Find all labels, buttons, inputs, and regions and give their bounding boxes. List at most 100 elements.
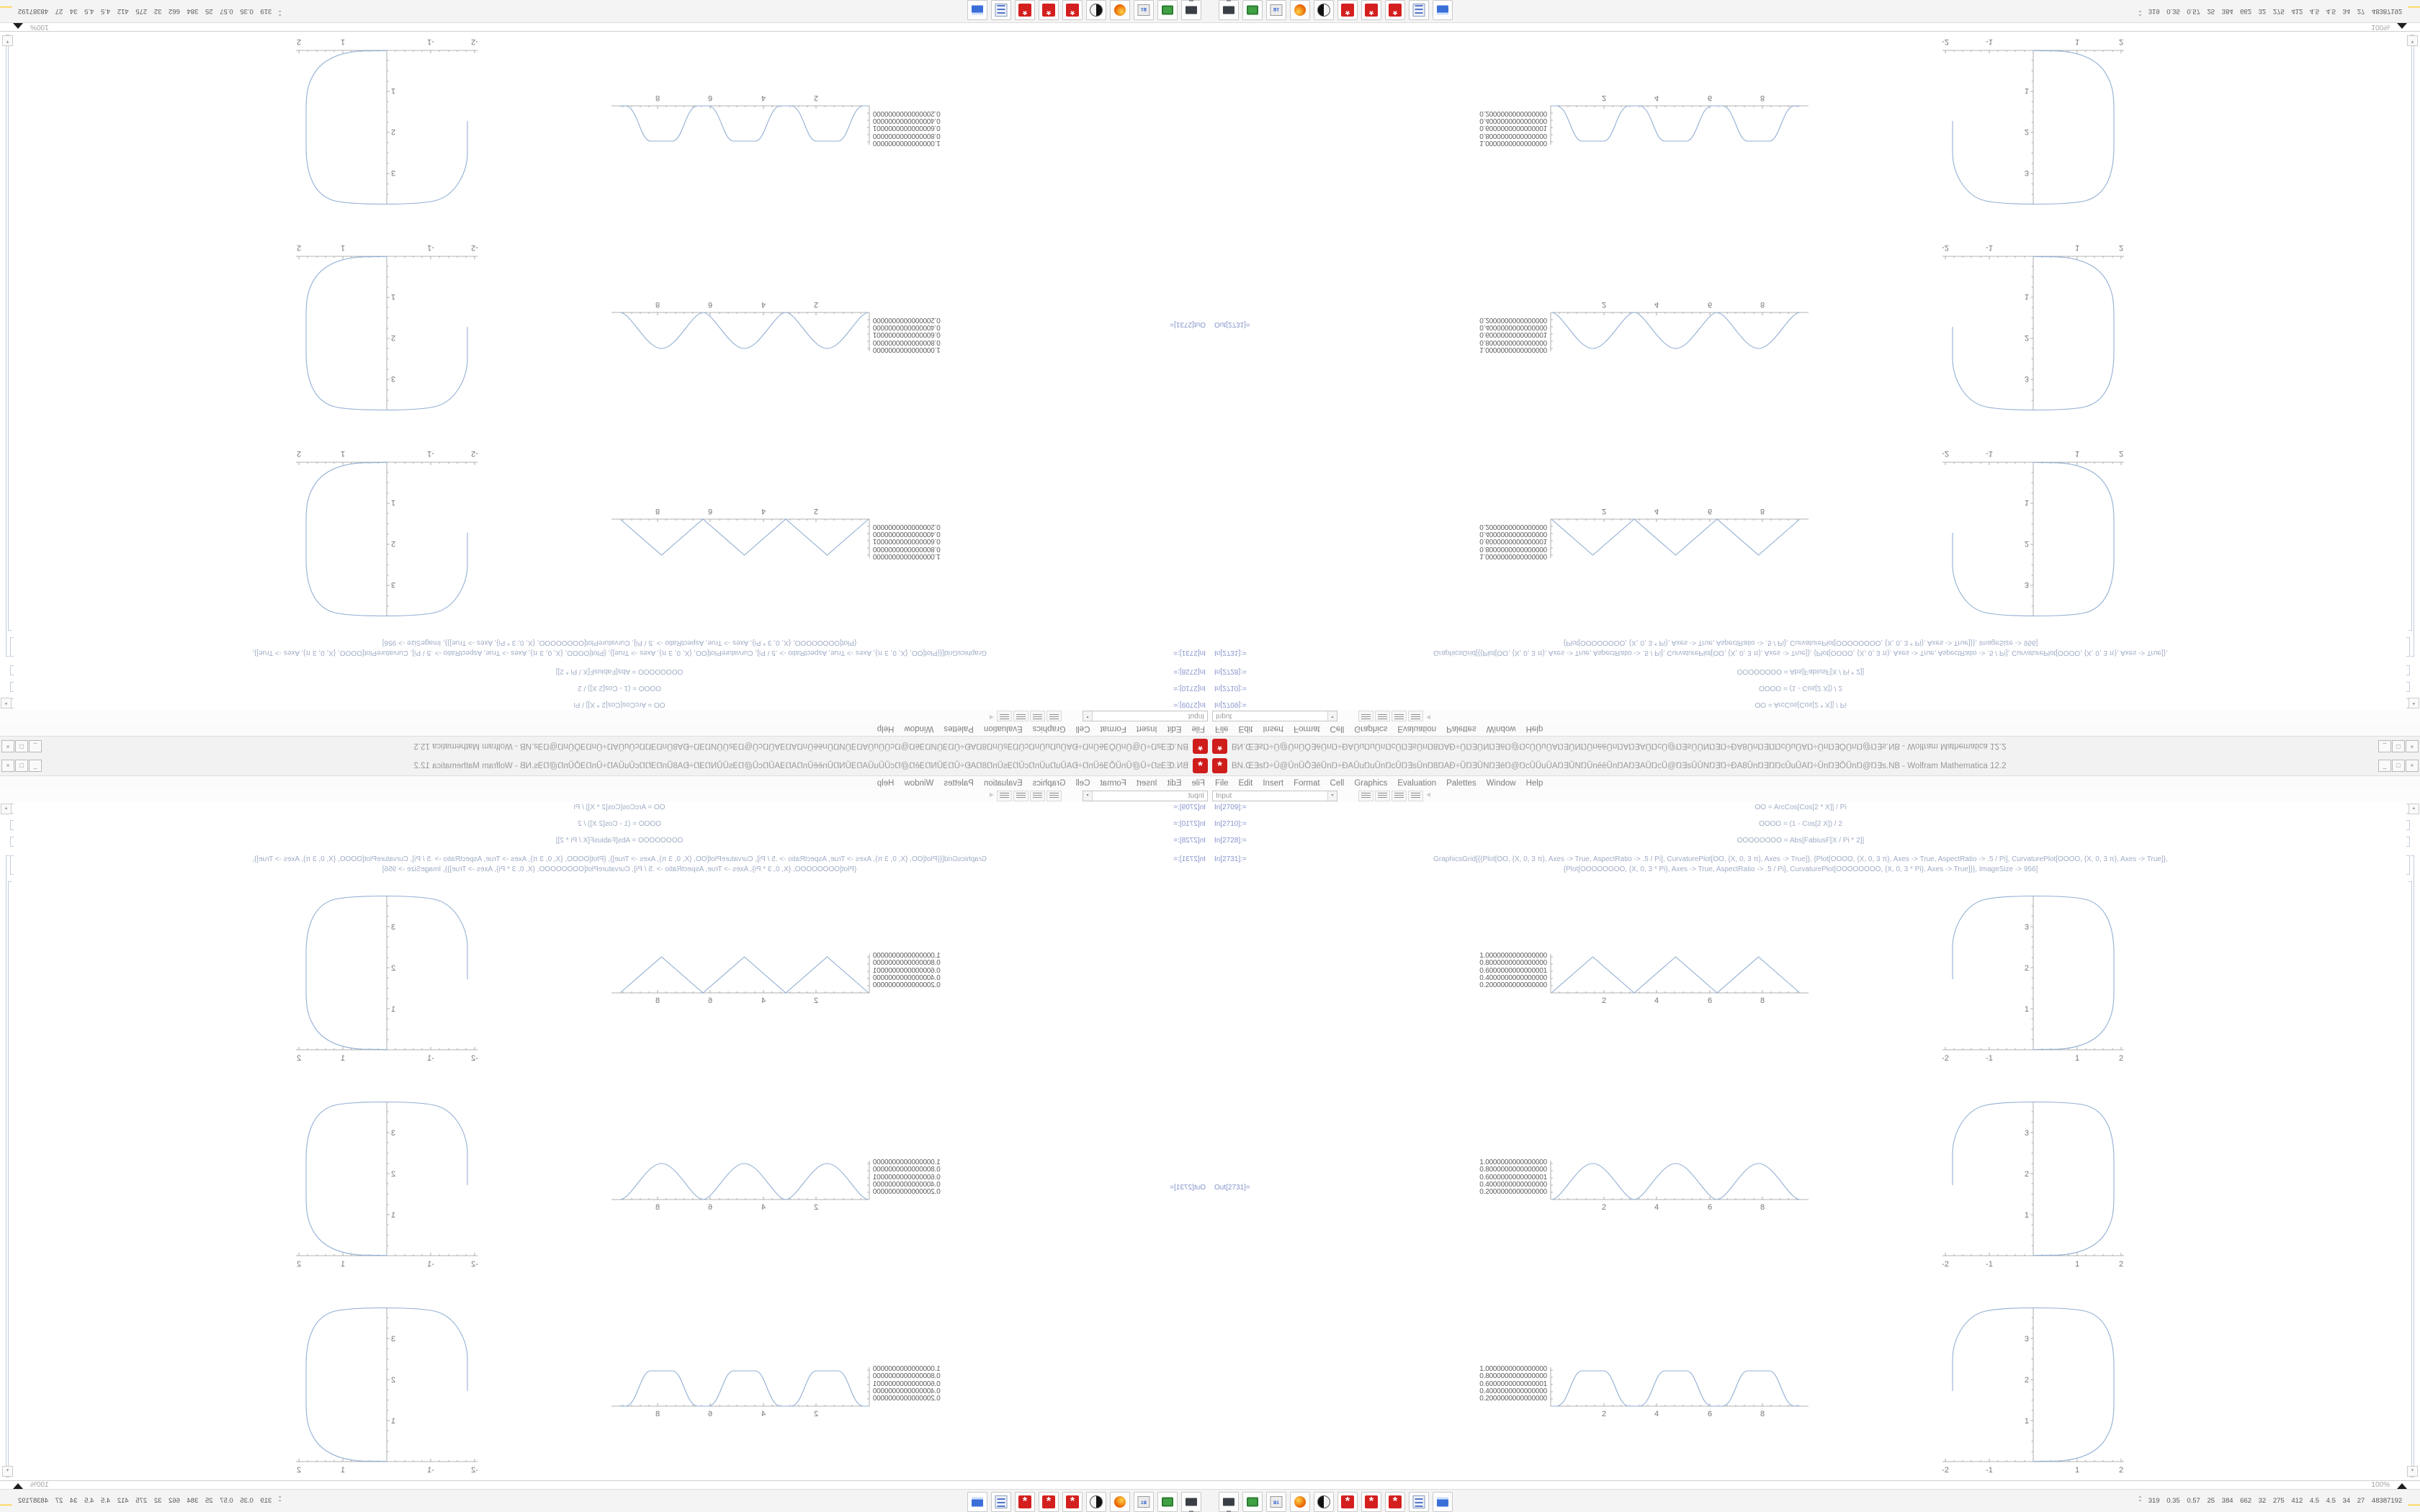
menu-help[interactable]: Help bbox=[1525, 779, 1543, 788]
justify-left-button[interactable] bbox=[1047, 711, 1062, 721]
chevron-up-icon[interactable]: ⌃ ⌃ bbox=[277, 6, 282, 17]
taskbar-calculator-icon[interactable] bbox=[991, 0, 1011, 20]
justify-left-button[interactable] bbox=[1358, 711, 1373, 721]
taskbar-gimp-icon[interactable] bbox=[1086, 0, 1106, 20]
input-cell-2731-line1[interactable]: GraphicsGrid[{{Plot[OO, {X, 0, 3 π}, Axe… bbox=[252, 855, 987, 863]
input-cell-2710[interactable]: OOOO = (1 - Cos[2 X]) / 2 bbox=[1759, 820, 1842, 828]
minimize-button[interactable]: _ bbox=[2378, 740, 2391, 752]
menu-file[interactable]: File bbox=[1215, 779, 1229, 788]
menu-window[interactable]: Window bbox=[904, 724, 934, 733]
input-cell-2731-line2[interactable]: {Plot[OOOOOOOO, {X, 0, 3 * Pi}, Axes -> … bbox=[1563, 865, 2038, 873]
menu-palettes[interactable]: Palettes bbox=[944, 779, 974, 788]
resize-grip-icon[interactable] bbox=[13, 1483, 23, 1489]
taskbar-mathematica-icon-2[interactable]: * bbox=[1361, 0, 1381, 20]
scroll-up-icon[interactable]: ▴ bbox=[1, 698, 12, 708]
input-cell-2731-line1[interactable]: GraphicsGrid[{{Plot[OO, {X, 0, 3 π}, Axe… bbox=[1433, 855, 2168, 863]
taskbar-mathematica-icon-3[interactable]: * bbox=[1015, 0, 1035, 20]
resize-grip-icon[interactable] bbox=[2397, 23, 2407, 29]
menu-cell[interactable]: Cell bbox=[1075, 779, 1090, 788]
close-button[interactable]: × bbox=[2406, 740, 2419, 752]
justify-center-button[interactable] bbox=[1030, 791, 1045, 801]
taskbar-calculator-icon[interactable] bbox=[1409, 0, 1429, 20]
menu-palettes[interactable]: Palettes bbox=[944, 724, 974, 733]
justify-right-button[interactable] bbox=[1013, 711, 1028, 721]
input-cell-2709[interactable]: OO = ArcCos[Cos[2 * X]] / Pi bbox=[1754, 804, 1847, 811]
taskbar-mathematica-icon-2[interactable]: * bbox=[1361, 1492, 1381, 1512]
scroll-up-icon[interactable]: ▴ bbox=[2408, 698, 2419, 708]
resize-grip-icon[interactable] bbox=[13, 23, 23, 29]
close-button[interactable]: × bbox=[1, 740, 14, 752]
restore-button[interactable]: □ bbox=[15, 740, 28, 752]
cell-bracket-2731[interactable] bbox=[10, 637, 14, 657]
taskbar-calculator-icon[interactable] bbox=[991, 1492, 1011, 1512]
window-titlebar[interactable]: * BN.Œ∃sŊ÷Ŭ@ŬnŬŎ∃ēŬnŊ÷ĐAŬuŊuŬnŊcŬŊ∃sŬnŊ8… bbox=[0, 736, 1210, 756]
menu-edit[interactable]: Edit bbox=[1238, 779, 1253, 788]
output-cell-bracket[interactable] bbox=[8, 36, 12, 631]
taskbar-display-icon[interactable] bbox=[1181, 1492, 1201, 1512]
cell-bracket-2728[interactable] bbox=[10, 837, 14, 847]
menu-format[interactable]: Format bbox=[1294, 724, 1320, 733]
output-cell-bracket[interactable] bbox=[8, 881, 12, 1476]
window-titlebar[interactable]: * BN.Œ∃sŊ÷Ŭ@ŬnŬŎ∃ēŬnŊ÷ĐAŬuŊuŬnŊcŬŊ∃sŬnŊ8… bbox=[1210, 736, 2420, 756]
chevron-up-icon[interactable]: ⌃ ⌃ bbox=[277, 1495, 282, 1506]
menu-evaluation[interactable]: Evaluation bbox=[1397, 779, 1437, 788]
taskbar-firefox-icon[interactable] bbox=[1290, 0, 1310, 20]
taskbar-terminal-icon[interactable] bbox=[967, 1492, 987, 1512]
cell-bracket-2731[interactable] bbox=[10, 855, 14, 875]
menu-insert[interactable]: Insert bbox=[1263, 779, 1284, 788]
taskbar-display-icon[interactable] bbox=[1181, 0, 1201, 20]
chevron-left-icon[interactable]: ◀ bbox=[989, 714, 994, 721]
input-cell-2709[interactable]: OO = ArcCos[Cos[2 * X]] / Pi bbox=[573, 804, 666, 811]
justify-left-button[interactable] bbox=[1047, 791, 1062, 801]
chevron-up-icon[interactable]: ⌃ ⌃ bbox=[2138, 1495, 2143, 1506]
justify-full-button[interactable] bbox=[997, 791, 1012, 801]
chevron-left-icon[interactable]: ◀ bbox=[1426, 791, 1431, 798]
restore-button[interactable]: □ bbox=[15, 760, 28, 772]
menu-graphics[interactable]: Graphics bbox=[1032, 779, 1066, 788]
taskbar-save-icon[interactable]: B1 bbox=[1266, 0, 1286, 20]
cell-bracket-2710[interactable] bbox=[2406, 820, 2410, 830]
justify-right-button[interactable] bbox=[1013, 791, 1028, 801]
input-cell-2731-line1[interactable]: GraphicsGrid[{{Plot[OO, {X, 0, 3 π}, Axe… bbox=[252, 649, 987, 657]
input-cell-2728[interactable]: OOOOOOOO = Abs[FabiusF[X / Pi * 2]] bbox=[1736, 837, 1865, 845]
taskbar-mathematica-icon-1[interactable]: * bbox=[1337, 1492, 1358, 1512]
taskbar-save-icon[interactable]: B1 bbox=[1134, 1492, 1154, 1512]
justify-full-button[interactable] bbox=[1408, 711, 1423, 721]
magnification-indicator[interactable]: 100% bbox=[30, 1481, 49, 1489]
chevron-down-icon[interactable]: ▾ bbox=[1327, 791, 1337, 801]
menu-graphics[interactable]: Graphics bbox=[1032, 724, 1066, 733]
taskbar-firefox-icon[interactable] bbox=[1290, 1492, 1310, 1512]
menu-help[interactable]: Help bbox=[877, 779, 895, 788]
cell-bracket-2728[interactable] bbox=[10, 665, 14, 675]
taskbar-terminal-icon[interactable] bbox=[1433, 1492, 1453, 1512]
taskbar-display-icon[interactable] bbox=[1219, 0, 1239, 20]
taskbar-file-manager-icon[interactable] bbox=[1242, 1492, 1263, 1512]
input-cell-2728[interactable]: OOOOOOOO = Abs[FabiusF[X / Pi * 2]] bbox=[555, 667, 684, 675]
taskbar-terminal-icon[interactable] bbox=[1433, 0, 1453, 20]
cell-bracket-2710[interactable] bbox=[10, 682, 14, 692]
minimize-button[interactable]: _ bbox=[29, 740, 42, 752]
taskbar-mathematica-icon-1[interactable]: * bbox=[1062, 0, 1083, 20]
chevron-down-icon[interactable]: ▾ bbox=[1327, 711, 1337, 721]
minimize-button[interactable]: _ bbox=[29, 760, 42, 772]
menu-window[interactable]: Window bbox=[1486, 779, 1516, 788]
scroll-up-icon[interactable]: ▴ bbox=[2408, 804, 2419, 814]
taskbar-calculator-icon[interactable] bbox=[1409, 1492, 1429, 1512]
close-button[interactable]: × bbox=[2406, 760, 2419, 772]
chevron-left-icon[interactable]: ◀ bbox=[989, 791, 994, 798]
output-cell-bracket[interactable] bbox=[2408, 881, 2412, 1476]
window-titlebar[interactable]: * BN.Œ∃sŊ÷Ŭ@ŬnŬŎ∃ēŬnŊ÷ĐAŬuŊuŬnŊcŬŊ∃sŬnŊ8… bbox=[1210, 756, 2420, 776]
menu-format[interactable]: Format bbox=[1100, 724, 1126, 733]
taskbar-firefox-icon[interactable] bbox=[1110, 1492, 1130, 1512]
output-cell-bracket[interactable] bbox=[2408, 36, 2412, 631]
input-cell-2728[interactable]: OOOOOOOO = Abs[FabiusF[X / Pi * 2]] bbox=[555, 837, 684, 845]
menu-edit[interactable]: Edit bbox=[1238, 724, 1253, 733]
taskbar-mathematica-icon-3[interactable]: * bbox=[1385, 1492, 1405, 1512]
menu-graphics[interactable]: Graphics bbox=[1354, 779, 1388, 788]
input-cell-2731-line1[interactable]: GraphicsGrid[{{Plot[OO, {X, 0, 3 π}, Axe… bbox=[1433, 649, 2168, 657]
taskbar-gimp-icon[interactable] bbox=[1086, 1492, 1106, 1512]
scroll-up-icon[interactable]: ▴ bbox=[1, 804, 12, 814]
minimize-button[interactable]: _ bbox=[2378, 760, 2391, 772]
menu-cell[interactable]: Cell bbox=[1330, 779, 1345, 788]
justify-center-button[interactable] bbox=[1030, 711, 1045, 721]
